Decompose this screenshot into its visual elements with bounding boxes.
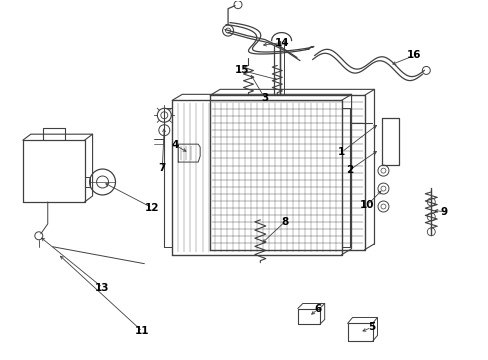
Text: 7: 7 xyxy=(158,163,165,173)
Text: 13: 13 xyxy=(95,283,110,293)
Text: 10: 10 xyxy=(360,200,374,210)
Text: 2: 2 xyxy=(346,165,352,175)
Text: 8: 8 xyxy=(281,217,288,227)
Text: 11: 11 xyxy=(135,327,149,336)
Text: 6: 6 xyxy=(313,305,321,315)
Text: 14: 14 xyxy=(274,37,288,48)
Text: 16: 16 xyxy=(406,50,421,60)
Text: 15: 15 xyxy=(234,66,249,76)
Text: 5: 5 xyxy=(367,323,374,332)
Text: 3: 3 xyxy=(261,93,268,103)
Text: 1: 1 xyxy=(337,147,345,157)
Text: 4: 4 xyxy=(171,140,179,150)
Text: 9: 9 xyxy=(440,207,447,217)
Text: 12: 12 xyxy=(145,203,159,213)
